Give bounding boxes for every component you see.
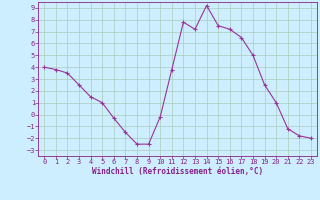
X-axis label: Windchill (Refroidissement éolien,°C): Windchill (Refroidissement éolien,°C)	[92, 167, 263, 176]
